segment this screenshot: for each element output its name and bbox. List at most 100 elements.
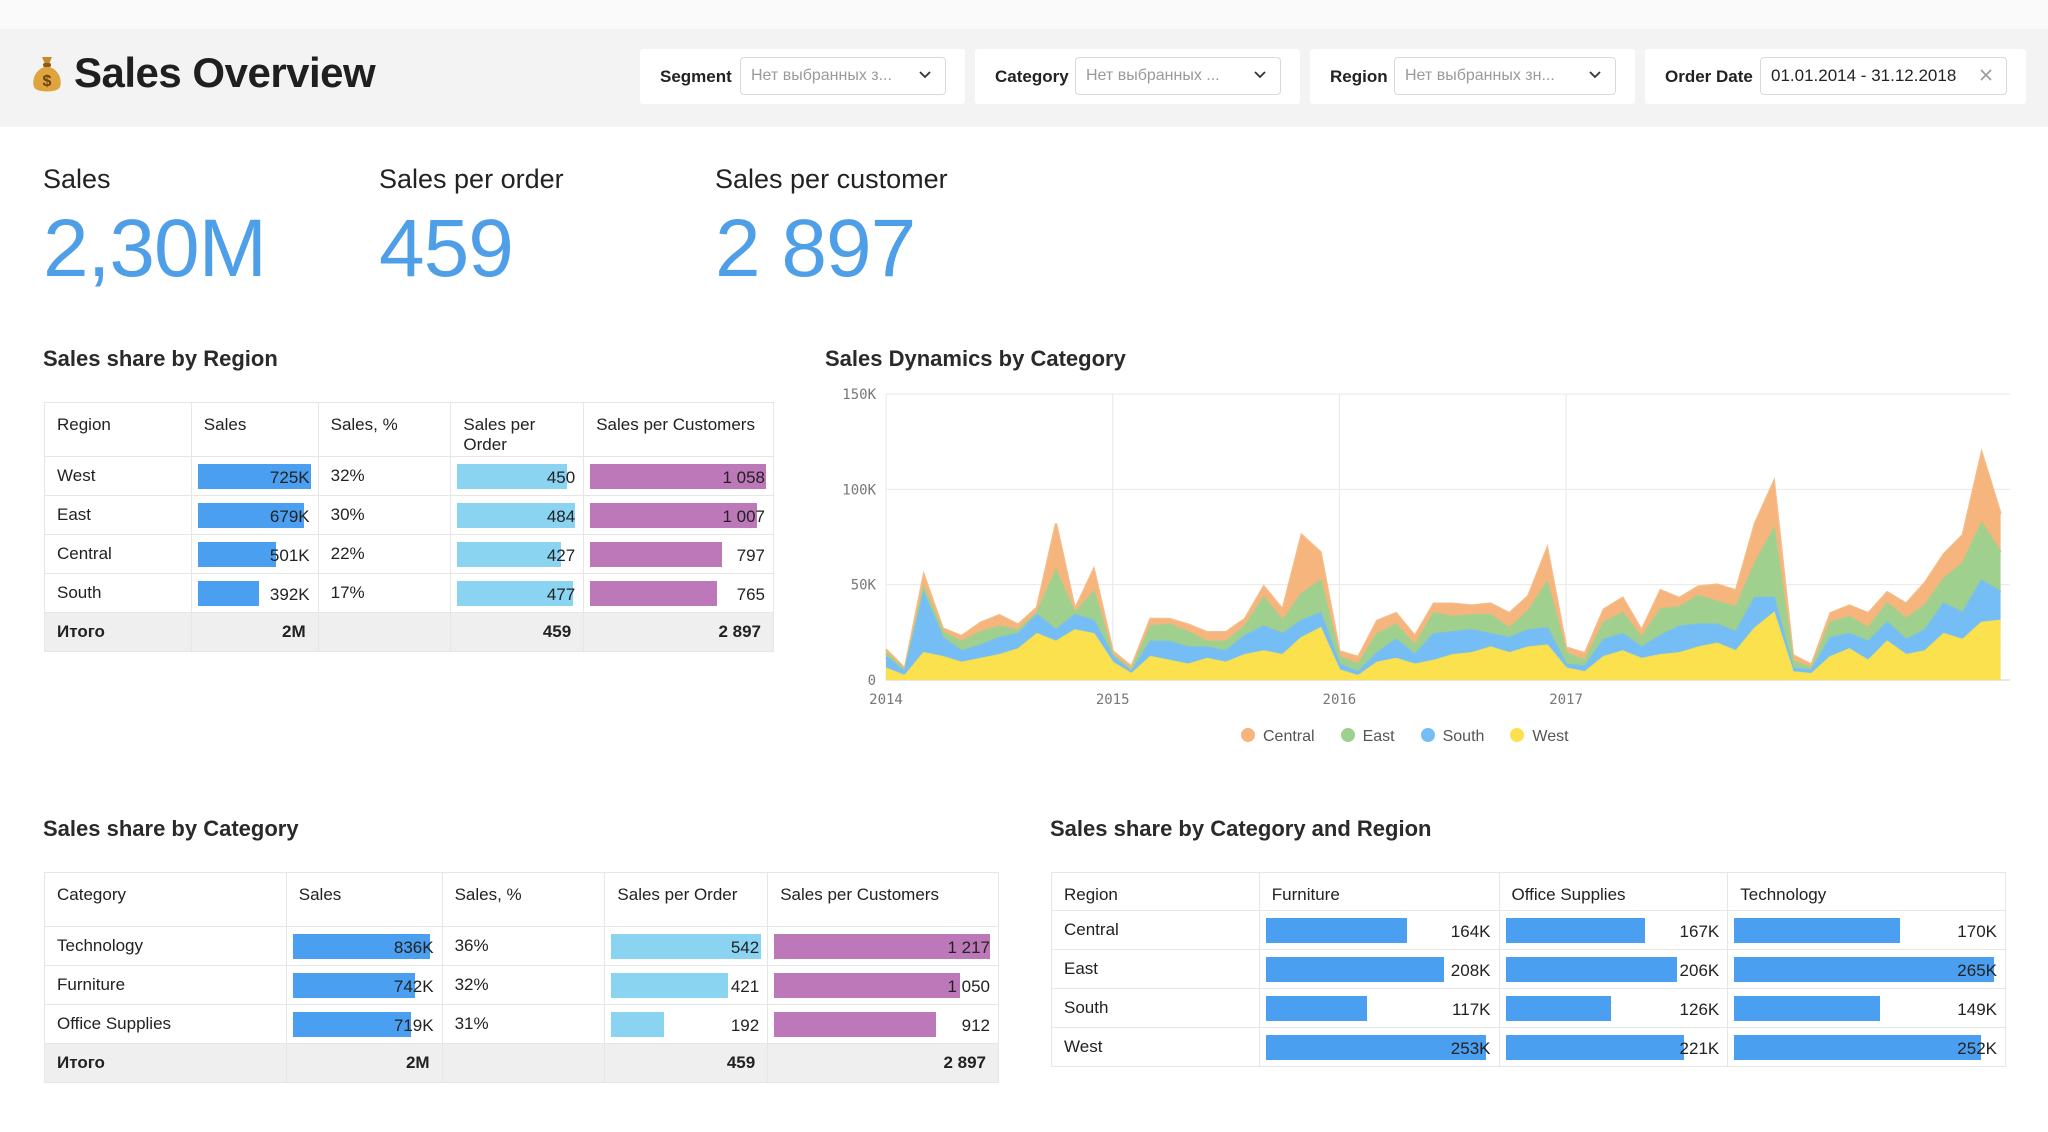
cell-text	[317, 612, 452, 652]
cell-text: East	[1051, 949, 1260, 989]
column-header: Sales, %	[441, 872, 606, 927]
column-header: Sales per Customers	[583, 402, 774, 457]
legend-swatch	[1420, 728, 1435, 742]
value-bar	[590, 503, 758, 528]
region-select[interactable]: Нет выбранных зн...	[1394, 57, 1616, 95]
filter-label: Region	[1330, 67, 1388, 86]
bar-value: 221K	[1679, 1039, 1720, 1058]
table-row: West 725K 32% 450 1 058	[44, 456, 774, 496]
legend-swatch	[1241, 728, 1255, 742]
value-bar	[590, 464, 767, 489]
value-bar	[292, 934, 430, 959]
category-select[interactable]: Нет выбранных ...	[1075, 57, 1281, 95]
cell-text: 459	[604, 1043, 769, 1083]
bar-value: 1 050	[947, 977, 990, 996]
bar-cell: 1 058	[583, 456, 774, 496]
area-series-east	[886, 523, 2001, 673]
bar-value: 542	[730, 938, 760, 957]
table-row: South 117K 126K 149K	[1051, 988, 2006, 1028]
total-row: Итого 2M 459 2 897	[44, 1043, 999, 1083]
value-bar	[774, 1012, 937, 1037]
value-bar	[1734, 996, 1881, 1021]
table-row: Office Supplies 719K 31% 192 912	[44, 1004, 999, 1044]
value-bar	[611, 1012, 665, 1037]
table-row: South 392K 17% 477 765	[44, 573, 774, 613]
bar-value: 192	[730, 1016, 760, 1035]
cell-text: 30%	[317, 495, 452, 535]
bar-cell: 719K	[285, 1004, 443, 1044]
table-row: Technology 836K 36% 542 1 217	[44, 926, 999, 966]
bar-cell: 221K	[1498, 1027, 1729, 1067]
value-bar	[197, 464, 311, 489]
cell-text: 17%	[317, 573, 452, 613]
bar-value: 501K	[269, 546, 310, 565]
order-date-input[interactable]: 01.01.2014 - 31.12.2018	[1760, 57, 2007, 95]
cell-text: Итого	[44, 612, 192, 652]
close-icon[interactable]	[1978, 67, 1994, 83]
bar-cell: 765	[583, 573, 774, 613]
bar-value: 170K	[1957, 922, 1997, 941]
column-header: Office Supplies	[1498, 872, 1729, 911]
cat-region-table: Region Furniture Office Supplies Technol…	[1051, 872, 2006, 1067]
legend-swatch	[1340, 728, 1355, 742]
bar-value: 253K	[1450, 1039, 1491, 1058]
segment-select[interactable]: Нет выбранных з...	[740, 57, 946, 95]
bar-value: 836K	[393, 938, 434, 957]
chart-legend: Central East South West	[1241, 728, 1595, 752]
cell-text: 2 897	[583, 612, 774, 652]
legend-item-west[interactable]: West	[1510, 728, 1569, 746]
table-header-row: Region Sales Sales, % Sales per Order Sa…	[44, 402, 774, 457]
bar-cell: 450	[450, 456, 585, 496]
svg-text:$: $	[43, 73, 52, 90]
bar-cell: 797	[583, 534, 774, 574]
value-bar	[774, 973, 961, 998]
legend-label: Central	[1263, 728, 1315, 745]
bar-cell: 1 007	[583, 495, 774, 535]
cell-text: Technology	[44, 926, 287, 966]
cell-text: 459	[450, 612, 585, 652]
bar-value: 719K	[393, 1016, 434, 1035]
chevron-down-icon	[919, 71, 931, 79]
value-bar	[1505, 1035, 1684, 1060]
filter-label: Category	[995, 67, 1069, 86]
value-bar	[1734, 957, 1995, 982]
legend-label: South	[1442, 728, 1485, 745]
column-header: Sales	[190, 402, 319, 457]
bar-cell: 164K	[1258, 910, 1500, 950]
legend-item-east[interactable]: East	[1340, 728, 1395, 746]
kpi-sales-per-order-value: 459	[379, 203, 514, 294]
value-bar	[611, 973, 729, 998]
cell-text: East	[44, 495, 192, 535]
y-tick-label: 100K	[842, 482, 876, 498]
kpi-sales-per-order-label: Sales per order	[379, 164, 564, 194]
column-header: Sales per Order	[450, 402, 585, 457]
bar-cell: 477	[450, 573, 585, 613]
bar-cell: 208K	[1258, 949, 1500, 989]
cell-text: West	[44, 456, 192, 496]
column-header: Furniture	[1258, 872, 1500, 911]
segment-filter: Segment Нет выбранных з...	[640, 49, 965, 104]
cell-text: 2M	[190, 612, 319, 652]
bar-value: 164K	[1450, 922, 1491, 941]
money-bag-icon: $	[30, 53, 64, 93]
bar-value: 1 058	[722, 468, 765, 487]
table-row: West 253K 221K 252K	[1051, 1027, 2006, 1067]
value-bar	[1265, 918, 1407, 943]
bar-value: 206K	[1679, 961, 1720, 980]
select-placeholder: Нет выбранных ...	[1086, 67, 1220, 84]
value-bar	[1505, 918, 1645, 943]
bar-cell: 912	[767, 1004, 999, 1044]
legend-item-south[interactable]: South	[1420, 728, 1485, 746]
chart-title: Sales Dynamics by Category	[825, 346, 1126, 371]
x-tick-label: 2015	[1096, 692, 1130, 708]
column-header: Sales	[285, 872, 443, 927]
date-range-value: 01.01.2014 - 31.12.2018	[1771, 66, 1957, 85]
cell-text: Central	[44, 534, 192, 574]
region-table-title: Sales share by Region	[43, 346, 278, 371]
bar-cell: 427	[450, 534, 585, 574]
bar-cell: 392K	[190, 573, 319, 613]
value-bar	[457, 464, 568, 489]
cell-text: 32%	[441, 965, 606, 1005]
legend-item-central[interactable]: Central	[1241, 728, 1315, 746]
category-table-title: Sales share by Category	[43, 816, 299, 841]
